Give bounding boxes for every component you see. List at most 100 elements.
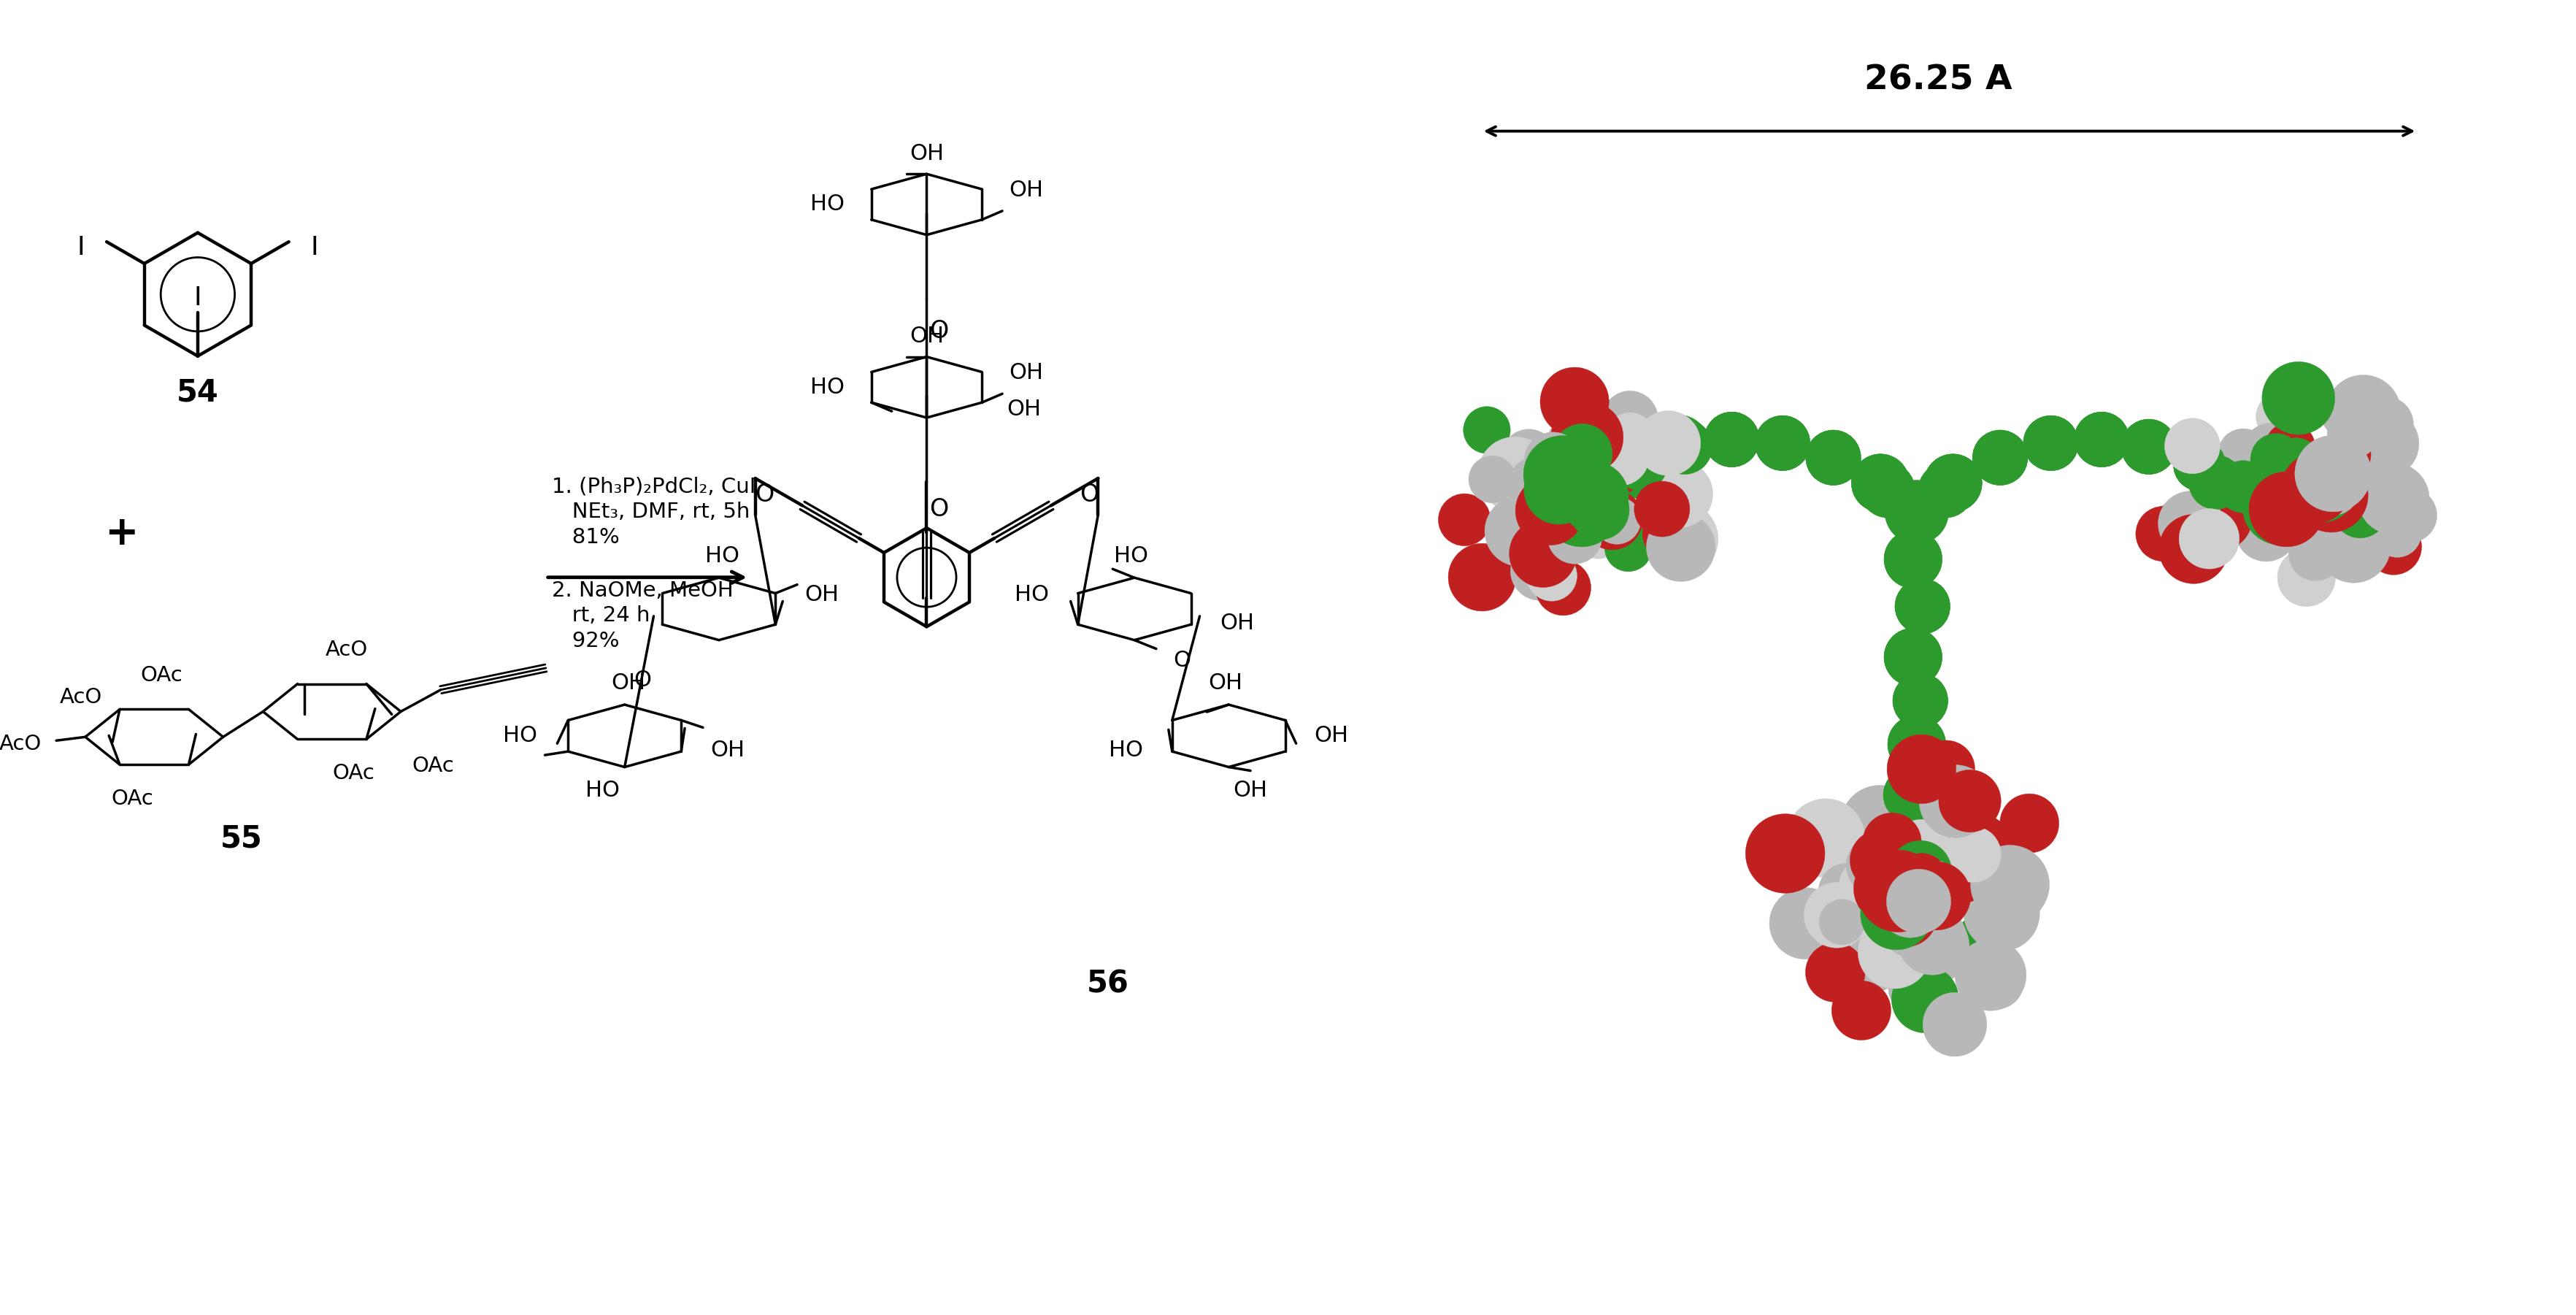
Circle shape <box>2241 423 2298 480</box>
Circle shape <box>1883 629 1942 686</box>
Circle shape <box>1754 416 1808 471</box>
Circle shape <box>1832 981 1891 1040</box>
Circle shape <box>1615 439 1667 490</box>
Circle shape <box>1862 813 1922 872</box>
Circle shape <box>1533 471 1607 546</box>
Circle shape <box>2280 454 2349 523</box>
Circle shape <box>1548 509 1602 564</box>
Circle shape <box>2285 451 2357 522</box>
Circle shape <box>2215 460 2269 513</box>
Circle shape <box>1865 919 1932 984</box>
Circle shape <box>2179 509 2239 569</box>
Circle shape <box>1803 882 1870 948</box>
Text: HO: HO <box>1108 740 1144 761</box>
Circle shape <box>1569 480 1628 540</box>
Circle shape <box>1499 434 1564 498</box>
Text: AcO: AcO <box>59 686 103 707</box>
Circle shape <box>2172 439 2226 490</box>
Circle shape <box>2154 501 2228 575</box>
Circle shape <box>1641 506 1698 562</box>
Text: OH: OH <box>909 326 943 347</box>
Circle shape <box>1551 401 1623 473</box>
Circle shape <box>1891 965 1958 1032</box>
Circle shape <box>1917 740 1973 797</box>
Circle shape <box>1602 391 1656 447</box>
Text: OH: OH <box>1208 672 1242 693</box>
Circle shape <box>1510 542 1569 601</box>
Circle shape <box>2285 464 2336 515</box>
Circle shape <box>1528 468 1577 518</box>
Circle shape <box>1917 814 1989 885</box>
Circle shape <box>1883 530 1942 588</box>
Circle shape <box>1839 785 1919 864</box>
Circle shape <box>2349 409 2419 477</box>
Circle shape <box>1819 864 1875 919</box>
Circle shape <box>2267 473 2326 534</box>
Text: OH: OH <box>1234 780 1267 801</box>
Circle shape <box>1520 502 1584 569</box>
Circle shape <box>1551 466 1600 517</box>
Circle shape <box>2136 506 2190 562</box>
Circle shape <box>1607 448 1659 498</box>
Circle shape <box>2287 526 2342 581</box>
Text: OAc: OAc <box>111 789 155 809</box>
Circle shape <box>1875 885 1937 947</box>
Circle shape <box>1883 768 1937 823</box>
Text: OH: OH <box>909 143 943 164</box>
Circle shape <box>2257 392 2303 441</box>
Circle shape <box>1973 430 2027 485</box>
Circle shape <box>2251 454 2308 509</box>
Text: HO: HO <box>585 780 621 801</box>
Text: rt, 24 h: rt, 24 h <box>551 606 649 626</box>
Circle shape <box>1522 435 1600 514</box>
Circle shape <box>1901 861 1971 930</box>
Circle shape <box>2074 412 2128 467</box>
Circle shape <box>2326 375 2401 450</box>
Circle shape <box>1883 530 1942 588</box>
Circle shape <box>2365 519 2421 575</box>
Circle shape <box>1605 525 1651 572</box>
Circle shape <box>1646 460 1713 527</box>
Circle shape <box>2241 468 2318 544</box>
Circle shape <box>2233 458 2282 505</box>
Text: 92%: 92% <box>551 631 618 651</box>
Circle shape <box>1515 454 1569 509</box>
Circle shape <box>1522 455 1592 525</box>
Circle shape <box>2249 434 2300 485</box>
Text: HO: HO <box>811 193 845 216</box>
Circle shape <box>1535 560 1589 615</box>
Circle shape <box>2074 412 2128 467</box>
Text: HO: HO <box>502 726 538 747</box>
Circle shape <box>1507 456 1569 517</box>
Circle shape <box>1953 814 2009 873</box>
Circle shape <box>1839 859 1893 913</box>
Text: OAc: OAc <box>412 756 453 776</box>
Circle shape <box>1857 915 1929 989</box>
Circle shape <box>2290 464 2342 515</box>
Text: 81%: 81% <box>551 527 618 547</box>
Circle shape <box>1886 481 1947 543</box>
Circle shape <box>1806 430 1860 485</box>
Circle shape <box>1574 510 1623 559</box>
Circle shape <box>2383 488 2437 543</box>
Circle shape <box>1880 798 1935 855</box>
Circle shape <box>1883 480 1947 544</box>
Circle shape <box>2246 463 2298 514</box>
Circle shape <box>2321 430 2370 479</box>
Circle shape <box>1924 454 1981 512</box>
Text: O: O <box>930 320 948 343</box>
Circle shape <box>1919 765 1991 838</box>
Circle shape <box>1891 874 1945 930</box>
Circle shape <box>2321 385 2375 439</box>
Circle shape <box>1886 872 1945 932</box>
Circle shape <box>1646 513 1716 581</box>
Circle shape <box>1860 877 1932 949</box>
Text: OH: OH <box>1007 398 1041 419</box>
Circle shape <box>1852 454 1909 512</box>
Circle shape <box>1754 416 1808 471</box>
Circle shape <box>2372 509 2421 558</box>
Circle shape <box>1540 467 1620 547</box>
Circle shape <box>1546 454 1602 509</box>
Circle shape <box>2254 450 2324 521</box>
Circle shape <box>2360 397 2414 451</box>
